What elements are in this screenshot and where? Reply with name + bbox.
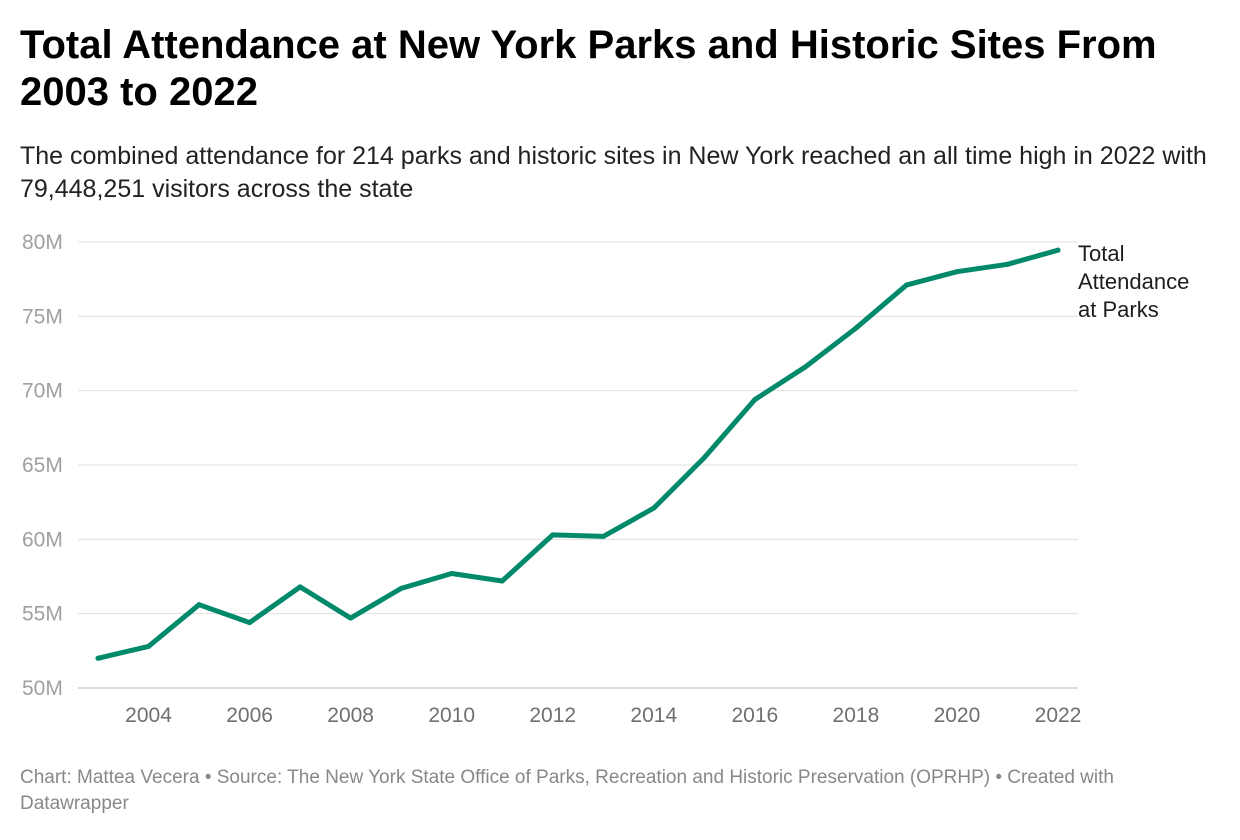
data-point-2010 [449,571,455,577]
x-tick-label-2006: 2006 [226,704,273,727]
data-point-2005 [196,602,202,608]
series-label-line: Total [1078,241,1124,266]
series-line-total-attendance [95,247,1061,661]
data-point-2013 [600,533,606,539]
data-point-2016 [752,397,758,403]
data-point-2017 [802,364,808,370]
y-tick-label-65: 65M [22,454,63,477]
data-point-2007 [297,584,303,590]
x-tick-label-2020: 2020 [934,704,981,727]
data-point-2006 [247,620,253,626]
data-point-2004 [146,643,152,649]
data-point-2022 [1055,247,1061,253]
series-lines [95,247,1061,661]
y-tick-label-80: 80M [22,231,63,254]
x-tick-label-2022: 2022 [1035,704,1082,727]
data-point-2012 [550,532,556,538]
y-tick-label-50: 50M [22,677,63,700]
y-tick-label-75: 75M [22,305,63,328]
data-point-2018 [853,325,859,331]
y-axis-ticks: 50M 55M 60M 65M 70M 75M 80M [22,231,63,700]
x-tick-label-2012: 2012 [529,704,576,727]
chart-footer-credits: Chart: Mattea Vecera • Source: The New Y… [20,767,1114,814]
y-tick-label-55: 55M [22,603,63,626]
data-point-2020 [954,269,960,275]
data-point-2014 [651,505,657,511]
data-point-2011 [499,578,505,584]
gridlines [78,241,1078,689]
series-label-line: Attendance [1078,269,1189,294]
y-tick-label-70: 70M [22,380,63,403]
series-label-line: at Parks [1078,297,1159,322]
x-tick-label-2004: 2004 [125,704,172,727]
x-tick-label-2014: 2014 [630,704,677,727]
x-axis-ticks: 2004 2006 2008 2010 2012 2014 2016 2018 2020 2022 [125,704,1081,727]
x-tick-label-2018: 2018 [833,704,880,727]
x-tick-label-2008: 2008 [327,704,374,727]
series-label-total-attendance: Total Attendance at Parks [1078,241,1189,322]
data-point-2003 [95,655,101,661]
data-point-2021 [1004,261,1010,267]
data-point-2015 [701,455,707,461]
data-point-2008 [348,615,354,621]
x-tick-label-2016: 2016 [731,704,778,727]
data-point-2019 [903,282,909,288]
x-tick-label-2010: 2010 [428,704,475,727]
series-labels: Total Attendance at Parks [1078,241,1189,322]
y-tick-label-60: 60M [22,528,63,551]
chart-title: Total Attendance at New York Parks and H… [20,23,1157,114]
chart-subtitle: The combined attendance for 214 parks an… [20,142,1207,203]
data-point-2009 [398,585,404,591]
